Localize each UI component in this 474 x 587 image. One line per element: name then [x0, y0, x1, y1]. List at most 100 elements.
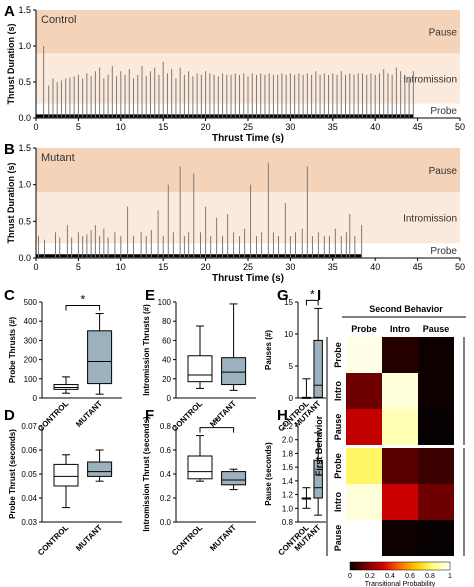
- x-tick-label: 50: [455, 122, 465, 132]
- panel-letter-d: D: [4, 407, 15, 424]
- heatmap-group-label: Control: [472, 375, 474, 407]
- significance-bracket: [305, 299, 319, 306]
- band-pause: [36, 10, 460, 54]
- band-label-pause: Pause: [429, 28, 458, 39]
- x-tick-label: 25: [243, 122, 253, 132]
- band-label-probe: Probe: [430, 106, 457, 117]
- y-tick-label: 0.04: [21, 494, 37, 503]
- colorbar-tick-label: 0.2: [365, 573, 375, 580]
- band-intromission: [36, 192, 460, 244]
- y-tick-label: 1.5: [18, 143, 31, 153]
- y-axis-label: Intromission Thrust (seconds): [142, 416, 151, 531]
- heatmap-row-label: Pause: [333, 414, 343, 441]
- x-tick-label: 15: [158, 262, 168, 272]
- y-axis-label: Probe Thrusts (#): [8, 317, 17, 384]
- y-tick-label: 40: [162, 356, 171, 365]
- box-mutant: [87, 330, 113, 385]
- y-tick-label: 0: [289, 394, 294, 403]
- x-axis-label: Thrust Time (s): [212, 133, 284, 144]
- x-tick-label: 35: [328, 262, 338, 272]
- category-label: MUTANT: [74, 399, 104, 429]
- y-tick-label: 400: [24, 317, 38, 326]
- panel-letter-h: H: [277, 407, 288, 424]
- heatmap-cell: [346, 373, 382, 409]
- y-tick-label: 0.0: [18, 113, 31, 123]
- band-label-pause: Pause: [429, 166, 458, 177]
- panel-letter-e: E: [145, 287, 155, 304]
- category-label: CONTROL: [170, 523, 204, 557]
- panel-a: Probe Intromission Pause 0 5 10 15 20 25 30 35 40 45…: [6, 5, 465, 144]
- box-mutant: [221, 357, 247, 386]
- panel-letter-i: I: [317, 287, 321, 304]
- y-tick-label: 20: [162, 375, 171, 384]
- panel-b: Probe Intromission Pause 0 5 10 15 20 25 30 35 40 45…: [6, 143, 465, 284]
- y-tick-label: 1.5: [18, 5, 31, 15]
- y-tick-label: 1.6: [282, 463, 294, 472]
- x-tick-label: 20: [201, 122, 211, 132]
- heatmap-column-label: Pause: [423, 324, 450, 334]
- heatmap-cell: [382, 448, 418, 484]
- panel-letter-b: B: [4, 141, 15, 158]
- panel-letter-c: C: [4, 287, 15, 304]
- colorbar: [349, 561, 451, 571]
- y-tick-label: 0: [167, 394, 172, 403]
- colorbar-tick-label: 1: [448, 573, 452, 580]
- y-tick-label: 200: [24, 356, 38, 365]
- panel-title: Control: [41, 14, 76, 26]
- y-axis-label: Thrust Duration (s): [6, 163, 16, 244]
- y-tick-label: 100: [24, 375, 38, 384]
- y-tick-label: 15: [284, 298, 293, 307]
- x-tick-label: 0: [33, 262, 38, 272]
- y-axis-label: Probe Thrust (seconds): [8, 429, 17, 519]
- panel-letter-a: A: [4, 3, 15, 20]
- x-tick-label: 10: [116, 262, 126, 272]
- heatmap-cell: [346, 448, 382, 484]
- x-tick-label: 50: [455, 262, 465, 272]
- heatmap-cell: [418, 484, 454, 520]
- heatmap-cell: [346, 484, 382, 520]
- significance-bracket: [199, 427, 235, 433]
- panel-title: Mutant: [41, 152, 75, 164]
- category-label: CONTROL: [36, 399, 70, 433]
- y-axis-label: Thrust Duration (s): [6, 24, 16, 105]
- x-tick-label: 5: [76, 262, 81, 272]
- x-tick-label: 5: [76, 122, 81, 132]
- band-pause: [36, 148, 460, 192]
- heatmap-cell: [346, 337, 382, 373]
- heatmap-top-title: Second Behavior: [369, 304, 443, 314]
- x-tick-label: 10: [116, 122, 126, 132]
- y-tick-label: 1.2: [282, 491, 294, 500]
- heatmap-cell: [382, 337, 418, 373]
- colorbar-tick-label: 0.6: [405, 573, 415, 580]
- colorbar-tick-label: 0.8: [425, 573, 435, 580]
- heatmap-row-label: Probe: [333, 453, 343, 479]
- x-tick-label: 20: [201, 262, 211, 272]
- category-label: MUTANT: [208, 523, 238, 553]
- heatmap-cell: [346, 520, 382, 556]
- y-tick-label: 0.05: [21, 470, 37, 479]
- heatmap-cell: [382, 373, 418, 409]
- panel-f: CONTROL MUTANT 0.0 0.2 0.4 0.6 0.8 Intromission…: [142, 415, 256, 557]
- y-tick-label: 1.4: [282, 477, 294, 486]
- x-tick-label: 45: [413, 122, 423, 132]
- heatmap-row-label: Probe: [333, 342, 343, 368]
- colorbar-label: Transitional Probability: [365, 581, 436, 587]
- box-control: [187, 455, 213, 480]
- y-tick-label: 0.5: [18, 216, 31, 226]
- y-axis-label: Intromission Thrusts (#): [142, 304, 151, 396]
- y-tick-label: 0.8: [282, 518, 294, 527]
- y-tick-label: 300: [24, 336, 38, 345]
- box-mutant: [313, 459, 323, 499]
- y-tick-label: 0.0: [160, 518, 172, 527]
- box-control: [53, 463, 79, 487]
- box-mutant: [221, 471, 247, 486]
- y-tick-label: 0: [33, 394, 38, 403]
- panel-e: CONTROL MUTANT 0 20 40 60 80 100 Intromission Th…: [142, 298, 256, 433]
- y-tick-label: 500: [24, 298, 38, 307]
- heatmap-group-label: Mutant: [472, 487, 474, 517]
- y-tick-label: 100: [158, 298, 172, 307]
- y-tick-label: 0.2: [160, 494, 172, 503]
- y-tick-label: 60: [162, 336, 171, 345]
- y-axis-label: Pauses (#): [264, 330, 273, 370]
